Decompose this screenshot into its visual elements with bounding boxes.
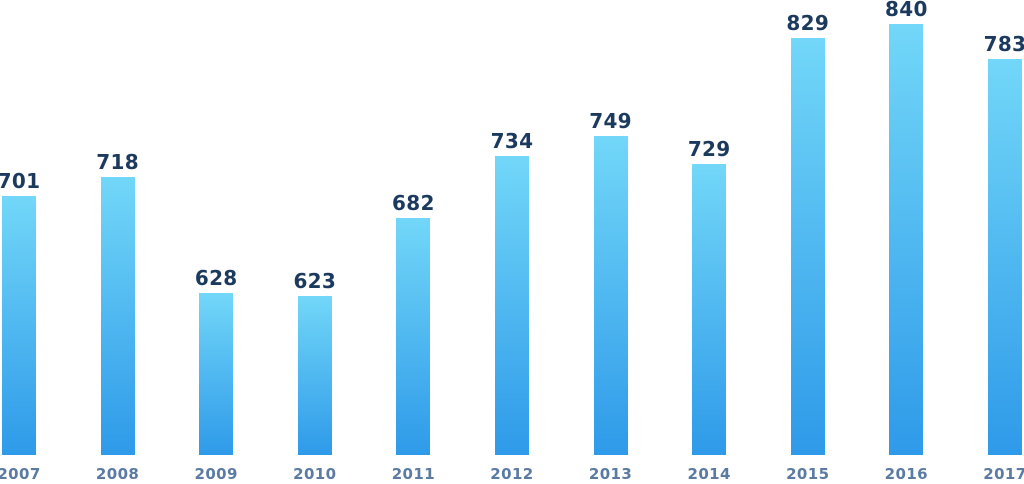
bar-value-label: 734 <box>490 129 534 153</box>
bar-column: 749 2013 <box>589 0 632 484</box>
bar-value-label: 749 <box>589 109 632 133</box>
bar-column: 734 2012 <box>490 0 533 484</box>
category-label: 2014 <box>687 464 731 483</box>
bar-column: 718 2008 <box>96 0 139 484</box>
bar-column: 623 2010 <box>293 0 336 484</box>
category-label: 2011 <box>391 464 436 483</box>
bar-column: 783 2017 <box>983 0 1024 484</box>
bar <box>790 38 825 455</box>
category-label: 2016 <box>884 464 929 483</box>
bar <box>100 177 135 455</box>
bar <box>396 218 431 455</box>
category-label: 2009 <box>194 464 238 483</box>
category-label: 2008 <box>95 464 140 483</box>
bar-column: 829 2015 <box>786 0 829 484</box>
category-label: 2007 <box>0 464 41 483</box>
bar-column: 840 2016 <box>885 0 928 484</box>
bar-value-label: 829 <box>786 11 830 35</box>
category-label: 2015 <box>786 464 830 483</box>
category-label: 2012 <box>490 464 534 483</box>
category-label: 2013 <box>588 464 633 483</box>
bar-value-label: 682 <box>392 191 435 215</box>
bar <box>297 296 332 455</box>
bar <box>494 156 529 455</box>
bar <box>2 196 36 455</box>
bar <box>593 136 628 455</box>
bar-value-label: 718 <box>96 150 139 174</box>
bar-value-label: 701 <box>0 169 41 193</box>
bar-column: 682 2011 <box>392 0 435 484</box>
bar <box>692 164 727 455</box>
bar <box>199 293 234 455</box>
bar-column: 701 2007 <box>0 0 40 484</box>
bar-column: 628 2009 <box>195 0 238 484</box>
category-label: 2010 <box>293 464 337 483</box>
bar <box>987 59 1022 455</box>
bar-value-label: 628 <box>194 266 238 290</box>
category-label: 2017 <box>983 464 1024 483</box>
bar-column: 729 2014 <box>687 0 730 484</box>
bar-value-label: 783 <box>983 32 1024 56</box>
bar <box>889 24 924 455</box>
bar-value-label: 623 <box>293 269 337 293</box>
bar-value-label: 729 <box>687 137 731 161</box>
bar-value-label: 840 <box>885 0 928 21</box>
